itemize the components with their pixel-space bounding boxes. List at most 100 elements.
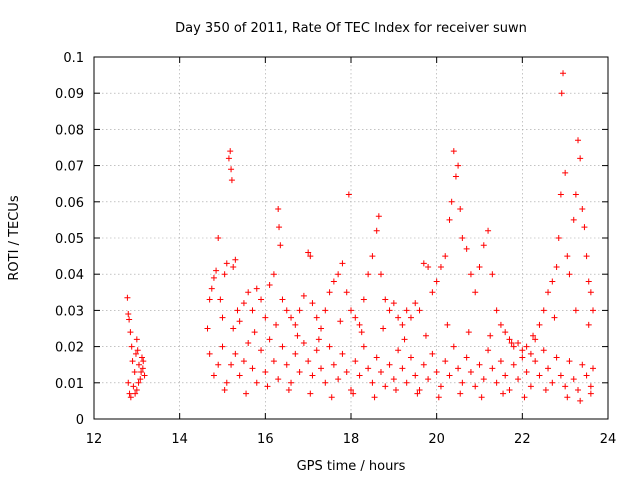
- data-point: [283, 307, 290, 314]
- data-point: [425, 376, 432, 383]
- data-point: [135, 361, 142, 368]
- data-point: [131, 368, 138, 375]
- data-point: [521, 394, 528, 401]
- data-point: [270, 271, 277, 278]
- data-point: [452, 173, 459, 180]
- data-point: [124, 294, 131, 301]
- data-point: [585, 278, 592, 285]
- data-point: [390, 376, 397, 383]
- data-point: [133, 336, 140, 343]
- data-point: [395, 314, 402, 321]
- data-point: [128, 343, 135, 350]
- data-point: [275, 376, 282, 383]
- data-point: [322, 307, 329, 314]
- y-tick-label: 0.1: [63, 51, 84, 66]
- data-point: [446, 372, 453, 379]
- data-point: [587, 289, 594, 296]
- data-point: [390, 300, 397, 307]
- data-point: [442, 253, 449, 260]
- data-point: [570, 216, 577, 223]
- data-point: [343, 289, 350, 296]
- data-point: [532, 358, 539, 365]
- data-point: [270, 358, 277, 365]
- data-point: [307, 253, 314, 260]
- data-point: [300, 292, 307, 299]
- x-axis-label: GPS time / hours: [297, 459, 406, 474]
- data-point: [545, 365, 552, 372]
- data-point: [276, 224, 283, 231]
- data-point: [489, 271, 496, 278]
- data-point: [527, 383, 534, 390]
- data-point: [500, 390, 507, 397]
- data-point: [530, 332, 537, 339]
- data-point: [560, 70, 567, 77]
- data-point: [249, 307, 256, 314]
- data-point: [232, 350, 239, 357]
- data-point: [472, 289, 479, 296]
- data-point: [407, 314, 414, 321]
- data-point: [223, 260, 230, 267]
- data-point: [279, 296, 286, 303]
- data-point: [459, 235, 466, 241]
- data-point: [455, 162, 462, 169]
- data-point: [305, 249, 312, 256]
- data-point: [245, 289, 252, 296]
- x-tick-label: 14: [171, 432, 188, 447]
- data-point: [590, 307, 597, 314]
- data-point: [369, 253, 376, 260]
- data-point: [358, 329, 365, 336]
- data-point: [412, 372, 419, 379]
- x-tick-label: 22: [514, 432, 531, 447]
- data-point: [262, 368, 269, 375]
- data-point: [135, 379, 142, 386]
- data-point: [506, 336, 513, 343]
- data-point: [465, 329, 472, 336]
- data-point: [403, 379, 410, 386]
- data-point: [448, 198, 455, 205]
- data-point: [412, 300, 419, 307]
- data-point: [219, 314, 226, 321]
- data-point: [137, 376, 144, 383]
- data-point: [476, 361, 483, 368]
- data-point: [422, 332, 429, 339]
- data-point: [279, 343, 286, 350]
- data-point: [446, 216, 453, 223]
- data-point: [457, 390, 464, 397]
- data-point: [307, 390, 314, 397]
- data-point: [575, 387, 582, 394]
- data-point: [221, 387, 228, 394]
- data-point: [315, 336, 322, 343]
- data-point: [377, 368, 384, 375]
- data-point: [386, 361, 393, 368]
- data-point: [450, 148, 457, 155]
- data-point: [251, 329, 258, 336]
- data-point: [373, 227, 380, 234]
- data-point: [236, 318, 243, 325]
- data-point: [380, 325, 387, 332]
- data-point: [266, 282, 273, 289]
- data-point: [288, 314, 295, 321]
- data-point: [459, 379, 466, 386]
- data-point: [487, 332, 494, 339]
- data-point: [296, 368, 303, 375]
- data-point: [519, 347, 526, 354]
- y-tick-label: 0.03: [55, 304, 84, 319]
- data-point: [523, 368, 530, 375]
- data-point: [540, 307, 547, 314]
- data-point: [502, 329, 509, 336]
- data-point: [551, 314, 558, 321]
- data-point: [339, 260, 346, 267]
- data-point: [480, 242, 487, 249]
- data-point: [416, 307, 423, 314]
- data-point: [437, 383, 444, 390]
- data-point: [577, 155, 584, 162]
- data-point: [125, 311, 132, 318]
- data-point: [206, 296, 213, 303]
- y-tick-label: 0.09: [55, 87, 84, 102]
- data-point: [467, 271, 474, 278]
- data-point: [243, 390, 250, 397]
- data-point: [557, 191, 564, 198]
- data-point: [429, 350, 436, 357]
- data-point: [437, 263, 444, 270]
